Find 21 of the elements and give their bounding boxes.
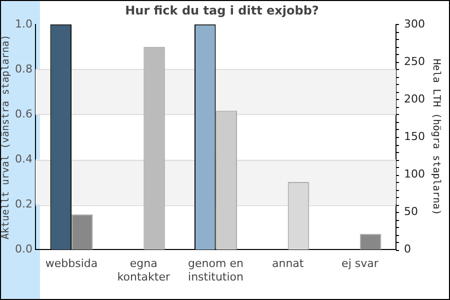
y2-tick-label: 150 xyxy=(404,130,426,143)
x-tick-label: annat xyxy=(272,257,304,270)
y-tick-label: 1.0 xyxy=(14,17,32,30)
y2-axis-title: Hela LTH (högra staplarna) xyxy=(430,58,442,216)
y-tick-label: 0.6 xyxy=(14,107,32,120)
x-tick-label: genom en institution xyxy=(188,257,244,284)
x-tick-label: egna kontakter xyxy=(117,257,170,284)
y2-tick-label: 0 xyxy=(404,242,412,256)
y-tick-label: 0.0 xyxy=(14,242,32,256)
y2-tick-label: 250 xyxy=(404,54,426,68)
y2-tick-label: 50 xyxy=(404,204,418,218)
y2-tick-label: 200 xyxy=(404,92,426,106)
chart-title: Hur fick du tag i ditt exjobb? xyxy=(125,3,319,18)
y-tick-label: 0.2 xyxy=(14,197,32,210)
y-axis-title: Aktuellt urval (vänstra staplarna) xyxy=(0,34,12,240)
y-tick-label: 0.4 xyxy=(14,152,32,166)
y2-tick-label: 300 xyxy=(404,17,426,30)
y2-tick-label: 100 xyxy=(404,167,426,180)
x-tick-label: ej svar xyxy=(342,257,379,270)
x-tick-label: webbsida xyxy=(45,257,98,270)
y-tick-label: 0.8 xyxy=(14,62,32,76)
